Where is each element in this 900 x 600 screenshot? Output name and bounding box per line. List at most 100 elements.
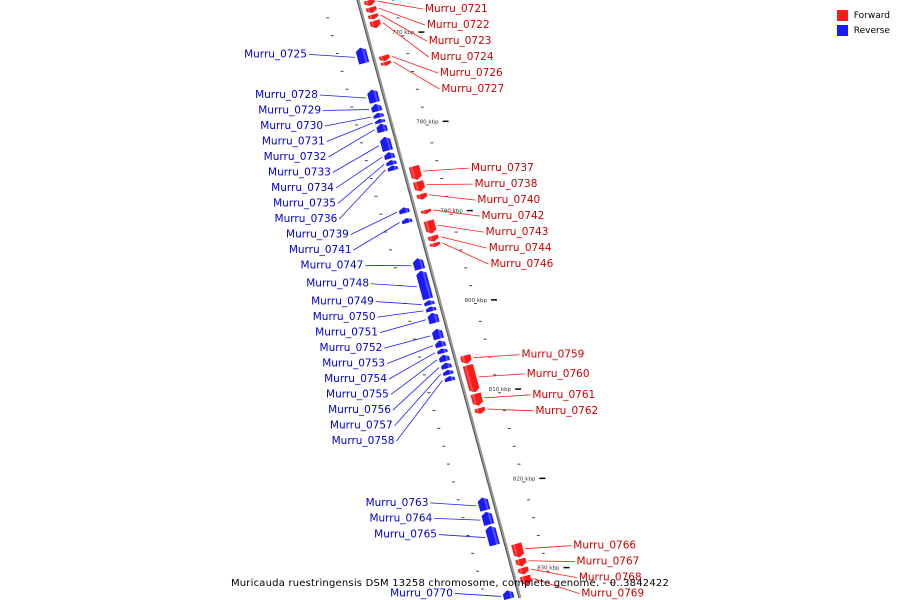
gene-shade bbox=[393, 164, 397, 171]
gene-leader-line bbox=[487, 408, 534, 412]
gene-leader-line bbox=[335, 156, 383, 189]
gene-label: Murru_0728 bbox=[255, 89, 318, 101]
gene-leader-line bbox=[429, 194, 476, 201]
gene-block bbox=[438, 354, 451, 364]
gene-shade bbox=[380, 55, 384, 60]
gene-label: Murru_0732 bbox=[264, 151, 327, 163]
gene-leader-line bbox=[393, 61, 440, 90]
gene-shade bbox=[371, 20, 375, 27]
gene-shade bbox=[444, 353, 449, 362]
gene-leader-line bbox=[380, 14, 427, 42]
genome-axis bbox=[356, 0, 522, 599]
gene-shade bbox=[381, 122, 387, 132]
gene-label: Murru_0752 bbox=[320, 342, 383, 354]
kbp-tick-label: 770 kbp bbox=[392, 30, 415, 36]
gene-leader-line bbox=[484, 394, 531, 399]
gene-label: Murru_0743 bbox=[486, 226, 549, 238]
gene-block bbox=[420, 207, 433, 215]
gene-label: Murru_0727 bbox=[441, 83, 504, 95]
gene-label: Murru_0763 bbox=[366, 497, 429, 509]
gene-block bbox=[386, 164, 399, 173]
gene-label: Murru_0765 bbox=[374, 529, 437, 541]
gene-label: Murru_0749 bbox=[311, 296, 374, 308]
gene-label: Murru_0757 bbox=[330, 420, 393, 432]
gene-label: Murru_0767 bbox=[577, 556, 640, 568]
gene-label: Murru_0724 bbox=[431, 51, 494, 63]
gene-shade bbox=[521, 576, 526, 584]
gene-label: Murru_0761 bbox=[532, 389, 595, 401]
gene-label: Murru_0721 bbox=[425, 3, 488, 15]
gene-shade bbox=[516, 559, 521, 565]
kbp-tick-label: 780 kbp bbox=[416, 119, 439, 125]
gene-shade bbox=[369, 14, 373, 19]
gene-shade bbox=[442, 347, 447, 354]
gene-leader-line bbox=[319, 94, 366, 99]
gene-leader-line bbox=[433, 209, 480, 217]
gene-shade bbox=[404, 206, 409, 213]
gene-block bbox=[398, 206, 411, 216]
gene-leader-line bbox=[353, 222, 400, 251]
gene-label: Murru_0723 bbox=[429, 35, 492, 47]
gene-shade bbox=[512, 543, 518, 556]
gene-block bbox=[477, 496, 492, 513]
gene-leader-line bbox=[376, 0, 424, 10]
gene-label: Murru_0722 bbox=[427, 19, 490, 31]
gene-block bbox=[519, 573, 533, 586]
legend-reverse: Reverse bbox=[836, 23, 890, 38]
legend-forward: Forward bbox=[836, 8, 890, 23]
gene-leader-line bbox=[339, 169, 386, 220]
gene-shade bbox=[448, 368, 453, 375]
gene-block bbox=[379, 59, 392, 67]
gene-shade bbox=[425, 220, 430, 232]
gene-leader-line bbox=[434, 517, 481, 521]
gene-leader-line bbox=[530, 568, 577, 579]
gene-leader-line bbox=[392, 367, 440, 411]
gene-label: Murru_0726 bbox=[440, 67, 503, 79]
gene-shade bbox=[475, 408, 479, 413]
reverse-swatch bbox=[836, 25, 848, 36]
gene-block bbox=[434, 339, 447, 350]
gene-leader-line bbox=[382, 22, 429, 58]
gene-label: Murru_0754 bbox=[324, 373, 387, 385]
kbp-tick-label: 810 kbp bbox=[489, 387, 512, 393]
gene-shade bbox=[422, 210, 425, 214]
gene-leader-line bbox=[325, 116, 372, 127]
gene-leader-line bbox=[308, 53, 355, 58]
gene-label: Murru_0769 bbox=[581, 588, 644, 600]
gene-leader-line bbox=[454, 593, 501, 597]
gene-leader-line bbox=[379, 319, 427, 333]
gene-leader-line bbox=[438, 534, 486, 538]
gene-shade bbox=[446, 361, 451, 369]
gene-leader-line bbox=[323, 109, 370, 111]
gene-label: Murru_0768 bbox=[579, 572, 642, 584]
gene-label: Murru_0739 bbox=[286, 228, 349, 240]
gene-shade bbox=[429, 299, 434, 305]
genome-axis-edge bbox=[356, 0, 520, 599]
gene-label: Murru_0758 bbox=[332, 435, 395, 447]
gene-block bbox=[473, 406, 487, 415]
gene-block bbox=[480, 511, 495, 527]
gene-shade bbox=[380, 117, 384, 123]
gene-shade bbox=[429, 235, 433, 241]
gene-label: Murru_0729 bbox=[258, 104, 321, 116]
gene-block bbox=[370, 103, 384, 114]
kbp-tick-label: 800 kbp bbox=[465, 298, 488, 304]
gene-shade bbox=[431, 243, 434, 247]
gene-block bbox=[436, 347, 449, 356]
gene-block bbox=[484, 525, 501, 548]
gene-block bbox=[516, 565, 530, 576]
gene-label: Murru_0759 bbox=[522, 349, 585, 361]
gene-shade bbox=[414, 181, 419, 190]
gene-block bbox=[514, 556, 528, 568]
gene-block bbox=[355, 47, 370, 66]
gene-block bbox=[372, 112, 385, 120]
gene-leader-line bbox=[337, 164, 385, 204]
gene-shade bbox=[418, 257, 424, 270]
gene-block bbox=[412, 179, 426, 193]
kbp-tick-label: 790 kbp bbox=[440, 209, 463, 215]
gene-shade bbox=[508, 589, 513, 599]
gene-leader-line bbox=[326, 122, 373, 142]
gene-label: Murru_0766 bbox=[573, 540, 636, 552]
gene-block bbox=[415, 270, 434, 301]
legend-forward-label: Forward bbox=[853, 10, 890, 21]
